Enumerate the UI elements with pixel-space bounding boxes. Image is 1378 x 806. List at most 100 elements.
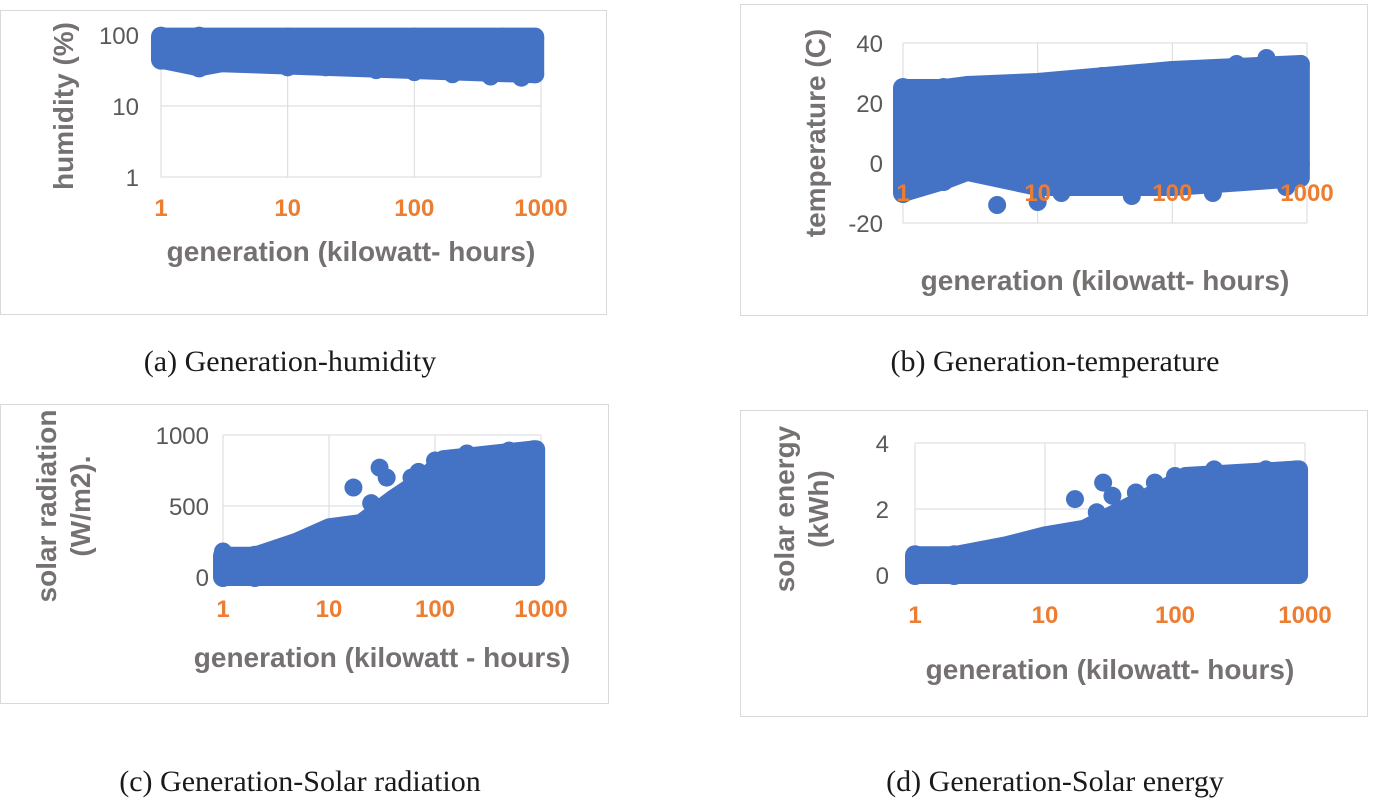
scatter-point — [344, 478, 363, 497]
scatter-points-d — [906, 460, 1305, 584]
chart-panel-a: 1 10 100 1 10 100 1000 generation (kilowatt- ho… — [0, 10, 607, 315]
y-axis-label-line: temperature (C) — [800, 29, 831, 237]
scatter-point — [934, 79, 953, 97]
chart-panel-d: 0 2 4 1 10 100 1000 generation (kilowatt- hours… — [740, 410, 1368, 717]
scatter-point — [457, 444, 476, 463]
scatter-point — [190, 58, 209, 77]
scatter-point — [1203, 184, 1222, 202]
x-tick-label: 10 — [316, 596, 343, 623]
scatter-point — [405, 27, 424, 46]
x-tick-label: 100 — [1152, 180, 1192, 207]
y-tick-label: 1 — [126, 165, 139, 192]
scatter-point — [1094, 473, 1113, 492]
scatter-point — [481, 67, 500, 86]
y-axis-label: solar energy (kWh) — [769, 425, 834, 592]
chart-a: 1 10 100 1 10 100 1000 generation (kilowatt- ho… — [48, 22, 568, 267]
scatter-point — [906, 566, 924, 584]
scatter-point — [958, 76, 977, 94]
scatter-point — [1122, 187, 1141, 205]
y-tick-label: 0 — [196, 565, 209, 592]
scatter-point — [1145, 473, 1164, 492]
y-axis-label-line: humidity (%) — [48, 22, 79, 190]
x-tick-label: 1000 — [514, 596, 567, 623]
scatter-point — [362, 494, 381, 513]
scatter-point — [1291, 154, 1310, 172]
y-tick-label: 100 — [99, 23, 139, 50]
y-tick-label: 500 — [169, 494, 209, 521]
x-tick-label: 1000 — [514, 195, 567, 222]
scatter-point — [526, 65, 545, 84]
caption-d: (d) Generation-Solar energy — [886, 765, 1224, 798]
scatter-point — [152, 50, 170, 69]
x-axis-label: generation (kilowatt- hours) — [167, 236, 536, 267]
x-tick-label: 1 — [908, 602, 921, 629]
y-tick-label: 1000 — [156, 423, 209, 450]
y-axis-label-line: (kWh) — [803, 470, 834, 548]
x-axis-label: generation (kilowatt- hours) — [921, 265, 1290, 296]
scatter-point — [152, 27, 170, 46]
y-axis-label-line: solar radiation — [31, 410, 62, 603]
scatter-point — [934, 172, 953, 190]
caption-a: (a) Generation-humidity — [143, 345, 437, 378]
chart-b: -20 0 20 40 1 10 100 1000 generation (kilowatt- … — [800, 29, 1334, 296]
scatter-point — [278, 58, 297, 77]
x-tick-label: 1 — [154, 195, 167, 222]
y-axis-label: humidity (%) — [48, 22, 79, 190]
scatter-point — [409, 462, 428, 481]
y-tick-label: 10 — [112, 94, 139, 121]
x-tick-label: 100 — [415, 596, 455, 623]
y-axis-label: solar radiation (W/m2). — [31, 410, 96, 603]
chart-d: 0 2 4 1 10 100 1000 generation (kilowatt- hours… — [769, 425, 1332, 685]
scatter-point — [894, 79, 912, 97]
x-tick-label: 100 — [394, 195, 434, 222]
y-axis-label-line: (W/m2). — [65, 455, 96, 556]
scatter-point — [524, 440, 543, 459]
y-tick-label: 40 — [856, 31, 883, 58]
y-tick-label: 20 — [856, 91, 883, 118]
scatter-point — [1150, 178, 1169, 196]
scatter-point — [443, 65, 462, 84]
x-tick-label: 10 — [1024, 180, 1051, 207]
scatter-point — [278, 27, 297, 46]
scatter-point — [526, 29, 545, 48]
x-tick-label: 1000 — [1280, 180, 1333, 207]
scatter-point — [405, 63, 424, 82]
x-tick-label: 100 — [1155, 602, 1195, 629]
scatter-point — [426, 451, 444, 470]
scatter-point — [1291, 55, 1310, 73]
scatter-point — [1277, 178, 1296, 196]
caption-b: (b) Generation-temperature — [890, 345, 1220, 378]
scatter-point — [367, 61, 386, 80]
x-tick-label: 10 — [274, 195, 301, 222]
scatter-point — [906, 546, 924, 565]
scatter-point — [1257, 49, 1276, 67]
scatter-point — [316, 58, 335, 77]
scatter-point — [1103, 486, 1122, 505]
scatter-point — [500, 441, 519, 460]
scatter-point — [493, 27, 512, 46]
scatter-point — [524, 568, 543, 586]
scatter-point — [190, 27, 209, 46]
y-tick-label: 0 — [870, 151, 883, 178]
scatter-point — [1092, 67, 1111, 85]
caption-c: (c) Generation-Solar radiation — [119, 765, 481, 798]
scatter-point — [1286, 460, 1305, 479]
scatter-point — [1205, 460, 1224, 479]
scatter-point — [1126, 483, 1145, 502]
x-axis-label: generation (kilowatt - hours) — [194, 642, 570, 673]
scatter-point — [1286, 566, 1305, 584]
scatter-point — [894, 184, 912, 202]
y-axis-label: temperature (C) — [800, 29, 831, 237]
scatter-point — [988, 196, 1007, 214]
y-tick-label: 2 — [876, 497, 889, 524]
scatter-point — [212, 29, 231, 48]
scatter-point — [1227, 55, 1246, 73]
scatter-point — [1163, 61, 1182, 79]
x-axis-label: generation (kilowatt- hours) — [926, 654, 1295, 685]
x-tick-label: 1000 — [1278, 602, 1331, 629]
scatter-point — [1166, 467, 1184, 485]
chart-panel-b: -20 0 20 40 1 10 100 1000 generation (kilowatt- … — [740, 4, 1368, 316]
scatter-point — [1028, 193, 1047, 211]
scatter-point — [214, 542, 232, 561]
scatter-point — [512, 68, 531, 87]
